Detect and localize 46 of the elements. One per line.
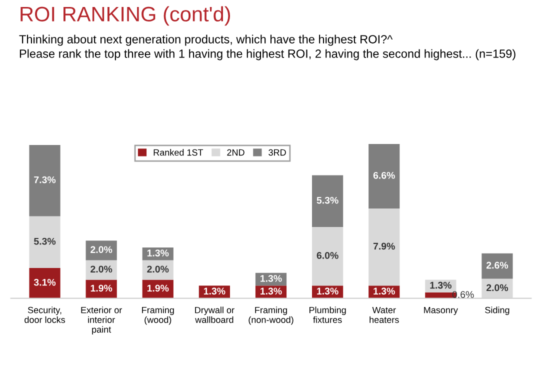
bar — [312, 227, 344, 286]
data-label: 7.3% — [34, 176, 56, 184]
bar — [29, 268, 60, 298]
x-tick-label: Plumbing fixtures — [309, 306, 346, 323]
data-label: 1.3% — [317, 288, 338, 295]
chart-title: ROI RANKING (cont'd) — [20, 6, 230, 26]
legend-label: 2ND — [227, 149, 244, 156]
bar — [86, 240, 117, 260]
x-tick-label: Framing (wood) — [142, 306, 174, 325]
data-label: 1.3% — [204, 288, 226, 295]
data-label: 1.9% — [90, 284, 112, 292]
x-tick-label: Masonry — [424, 306, 458, 316]
x-tick-label: Framing (non-wood) — [248, 306, 294, 325]
data-label: 2.0% — [90, 246, 112, 254]
data-label: 1.3% — [430, 282, 452, 289]
bar — [368, 208, 400, 286]
bar — [368, 144, 400, 208]
data-label: 1.3% — [260, 274, 282, 282]
data-label: 2.6% — [486, 262, 508, 269]
bar — [142, 260, 174, 280]
data-label: 7.9% — [373, 242, 395, 250]
data-label: 1.9% — [147, 284, 169, 292]
x-tick-label: Drywall or wallboard — [195, 306, 234, 323]
chart-subtitle: Thinking about next generation products, which have the highest ROI?^ Please rank the top three with 1 having the highest ROI, 2 having the second highest... (n=159) — [19, 34, 516, 60]
bar — [29, 216, 60, 268]
data-label: 1.3% — [374, 288, 395, 295]
bar — [86, 260, 117, 280]
bar — [312, 175, 344, 227]
x-tick-label: Exterior or interior paint — [81, 306, 122, 334]
data-label: 6.6% — [373, 172, 395, 179]
data-label: 2.0% — [90, 266, 112, 273]
data-label: 2.0% — [486, 284, 508, 292]
data-label: 3.1% — [34, 278, 56, 286]
data-label: 1.3% — [147, 250, 169, 256]
bar — [482, 253, 513, 279]
x-tick-label: Security, door locks — [24, 306, 66, 323]
legend-label: Ranked 1ST — [154, 149, 204, 156]
x-tick-label: Water heaters — [370, 306, 399, 323]
data-label: 5.3% — [34, 238, 56, 245]
bar — [29, 144, 60, 216]
data-label: 6.0% — [316, 252, 338, 259]
data-label: 2.0% — [147, 266, 169, 273]
data-label: 1.3% — [260, 288, 282, 295]
legend-label: 3RD — [268, 149, 286, 156]
data-label: 5.3% — [316, 196, 338, 204]
x-tick-label: Siding — [485, 306, 510, 316]
